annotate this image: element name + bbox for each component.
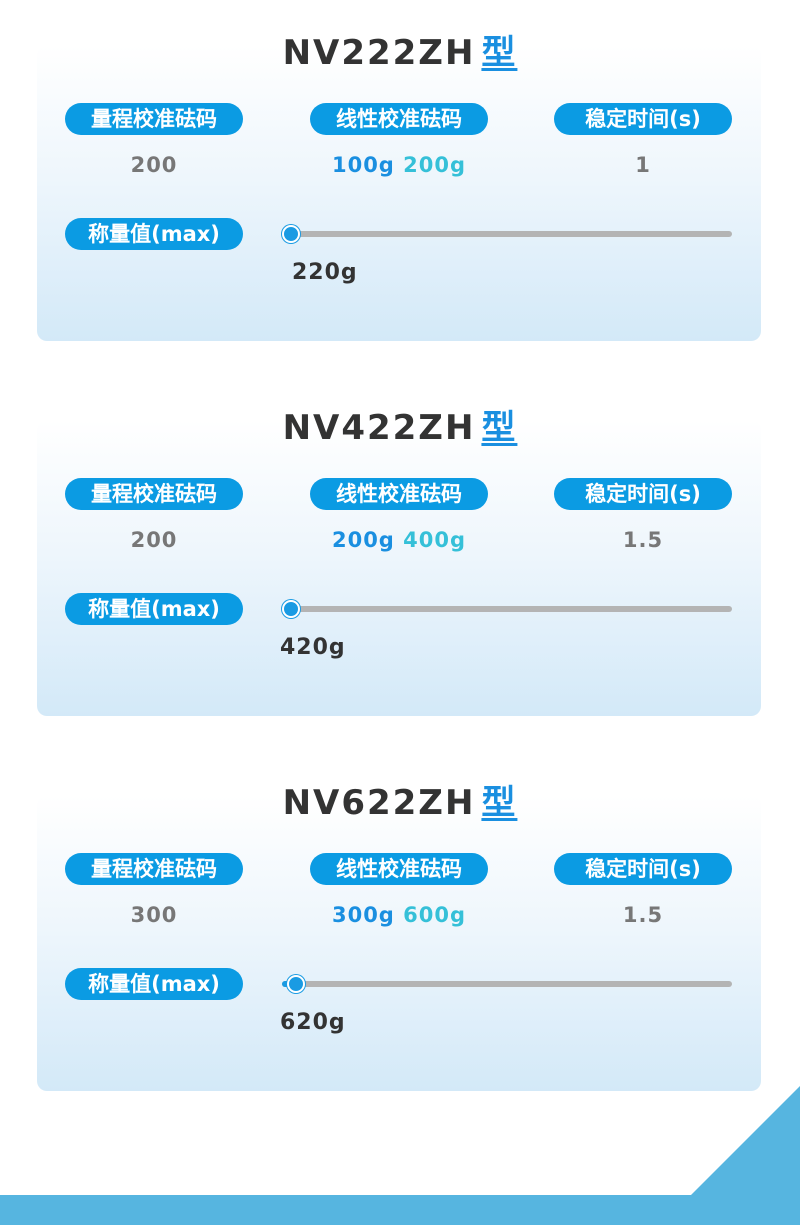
max-capacity-label: 称量值(max)	[65, 593, 243, 625]
range-weight-label: 量程校准砝码	[65, 103, 243, 135]
model-name: NV422ZH	[282, 408, 476, 448]
linear-weight-value-1: 200g	[331, 528, 395, 552]
stable-time-label: 稳定时间(s)	[554, 853, 732, 885]
max-capacity-value: 220g	[292, 260, 358, 285]
model-title: NV622ZH 型	[0, 780, 800, 826]
slider-thumb[interactable]	[286, 975, 305, 993]
footer-band	[0, 1195, 800, 1225]
model-title: NV422ZH 型	[0, 405, 800, 451]
max-capacity-value: 620g	[280, 1010, 346, 1035]
linear-weight-values: 200g 400g	[310, 528, 488, 552]
linear-weight-value-1: 100g	[331, 153, 395, 177]
slider-thumb[interactable]	[282, 225, 300, 243]
linear-weight-label: 线性校准砝码	[310, 103, 488, 135]
linear-weight-values: 300g 600g	[310, 903, 488, 927]
max-capacity-label: 称量值(max)	[65, 968, 243, 1000]
stable-time-value: 1.5	[622, 903, 664, 927]
max-capacity-value: 420g	[280, 635, 346, 660]
range-weight-value: 200	[130, 528, 178, 552]
stable-time-value: 1.5	[622, 528, 664, 552]
range-weight-value: 300	[130, 903, 178, 927]
model-type-label: 型	[481, 783, 518, 823]
linear-weight-value-2: 600g	[403, 903, 467, 927]
model-card	[37, 795, 761, 1091]
linear-weight-values: 100g 200g	[310, 153, 488, 177]
linear-weight-value-2: 400g	[403, 528, 467, 552]
model-name: NV222ZH	[282, 33, 476, 73]
stable-time-label: 稳定时间(s)	[554, 478, 732, 510]
model-card	[37, 45, 761, 341]
model-section: NV622ZH 型 量程校准砝码 线性校准砝码 稳定时间(s) 300 300g …	[0, 780, 800, 1110]
model-name: NV622ZH	[282, 783, 476, 823]
model-section: NV422ZH 型 量程校准砝码 线性校准砝码 稳定时间(s) 200 200g …	[0, 405, 800, 735]
model-section: NV222ZH 型 量程校准砝码 线性校准砝码 稳定时间(s) 200 100g …	[0, 30, 800, 360]
stable-time-label: 稳定时间(s)	[554, 103, 732, 135]
range-weight-value: 200	[130, 153, 178, 177]
linear-weight-value-1: 300g	[331, 903, 395, 927]
model-card	[37, 420, 761, 716]
stable-time-value: 1	[635, 153, 651, 177]
capacity-slider[interactable]	[282, 975, 732, 993]
linear-weight-label: 线性校准砝码	[310, 478, 488, 510]
slider-thumb[interactable]	[282, 600, 300, 618]
linear-weight-label: 线性校准砝码	[310, 853, 488, 885]
linear-weight-value-2: 200g	[403, 153, 467, 177]
model-type-label: 型	[481, 33, 518, 73]
capacity-slider[interactable]	[282, 600, 732, 618]
range-weight-label: 量程校准砝码	[65, 478, 243, 510]
model-title: NV222ZH 型	[0, 30, 800, 76]
model-type-label: 型	[481, 408, 518, 448]
max-capacity-label: 称量值(max)	[65, 218, 243, 250]
range-weight-label: 量程校准砝码	[65, 853, 243, 885]
capacity-slider[interactable]	[282, 225, 732, 243]
